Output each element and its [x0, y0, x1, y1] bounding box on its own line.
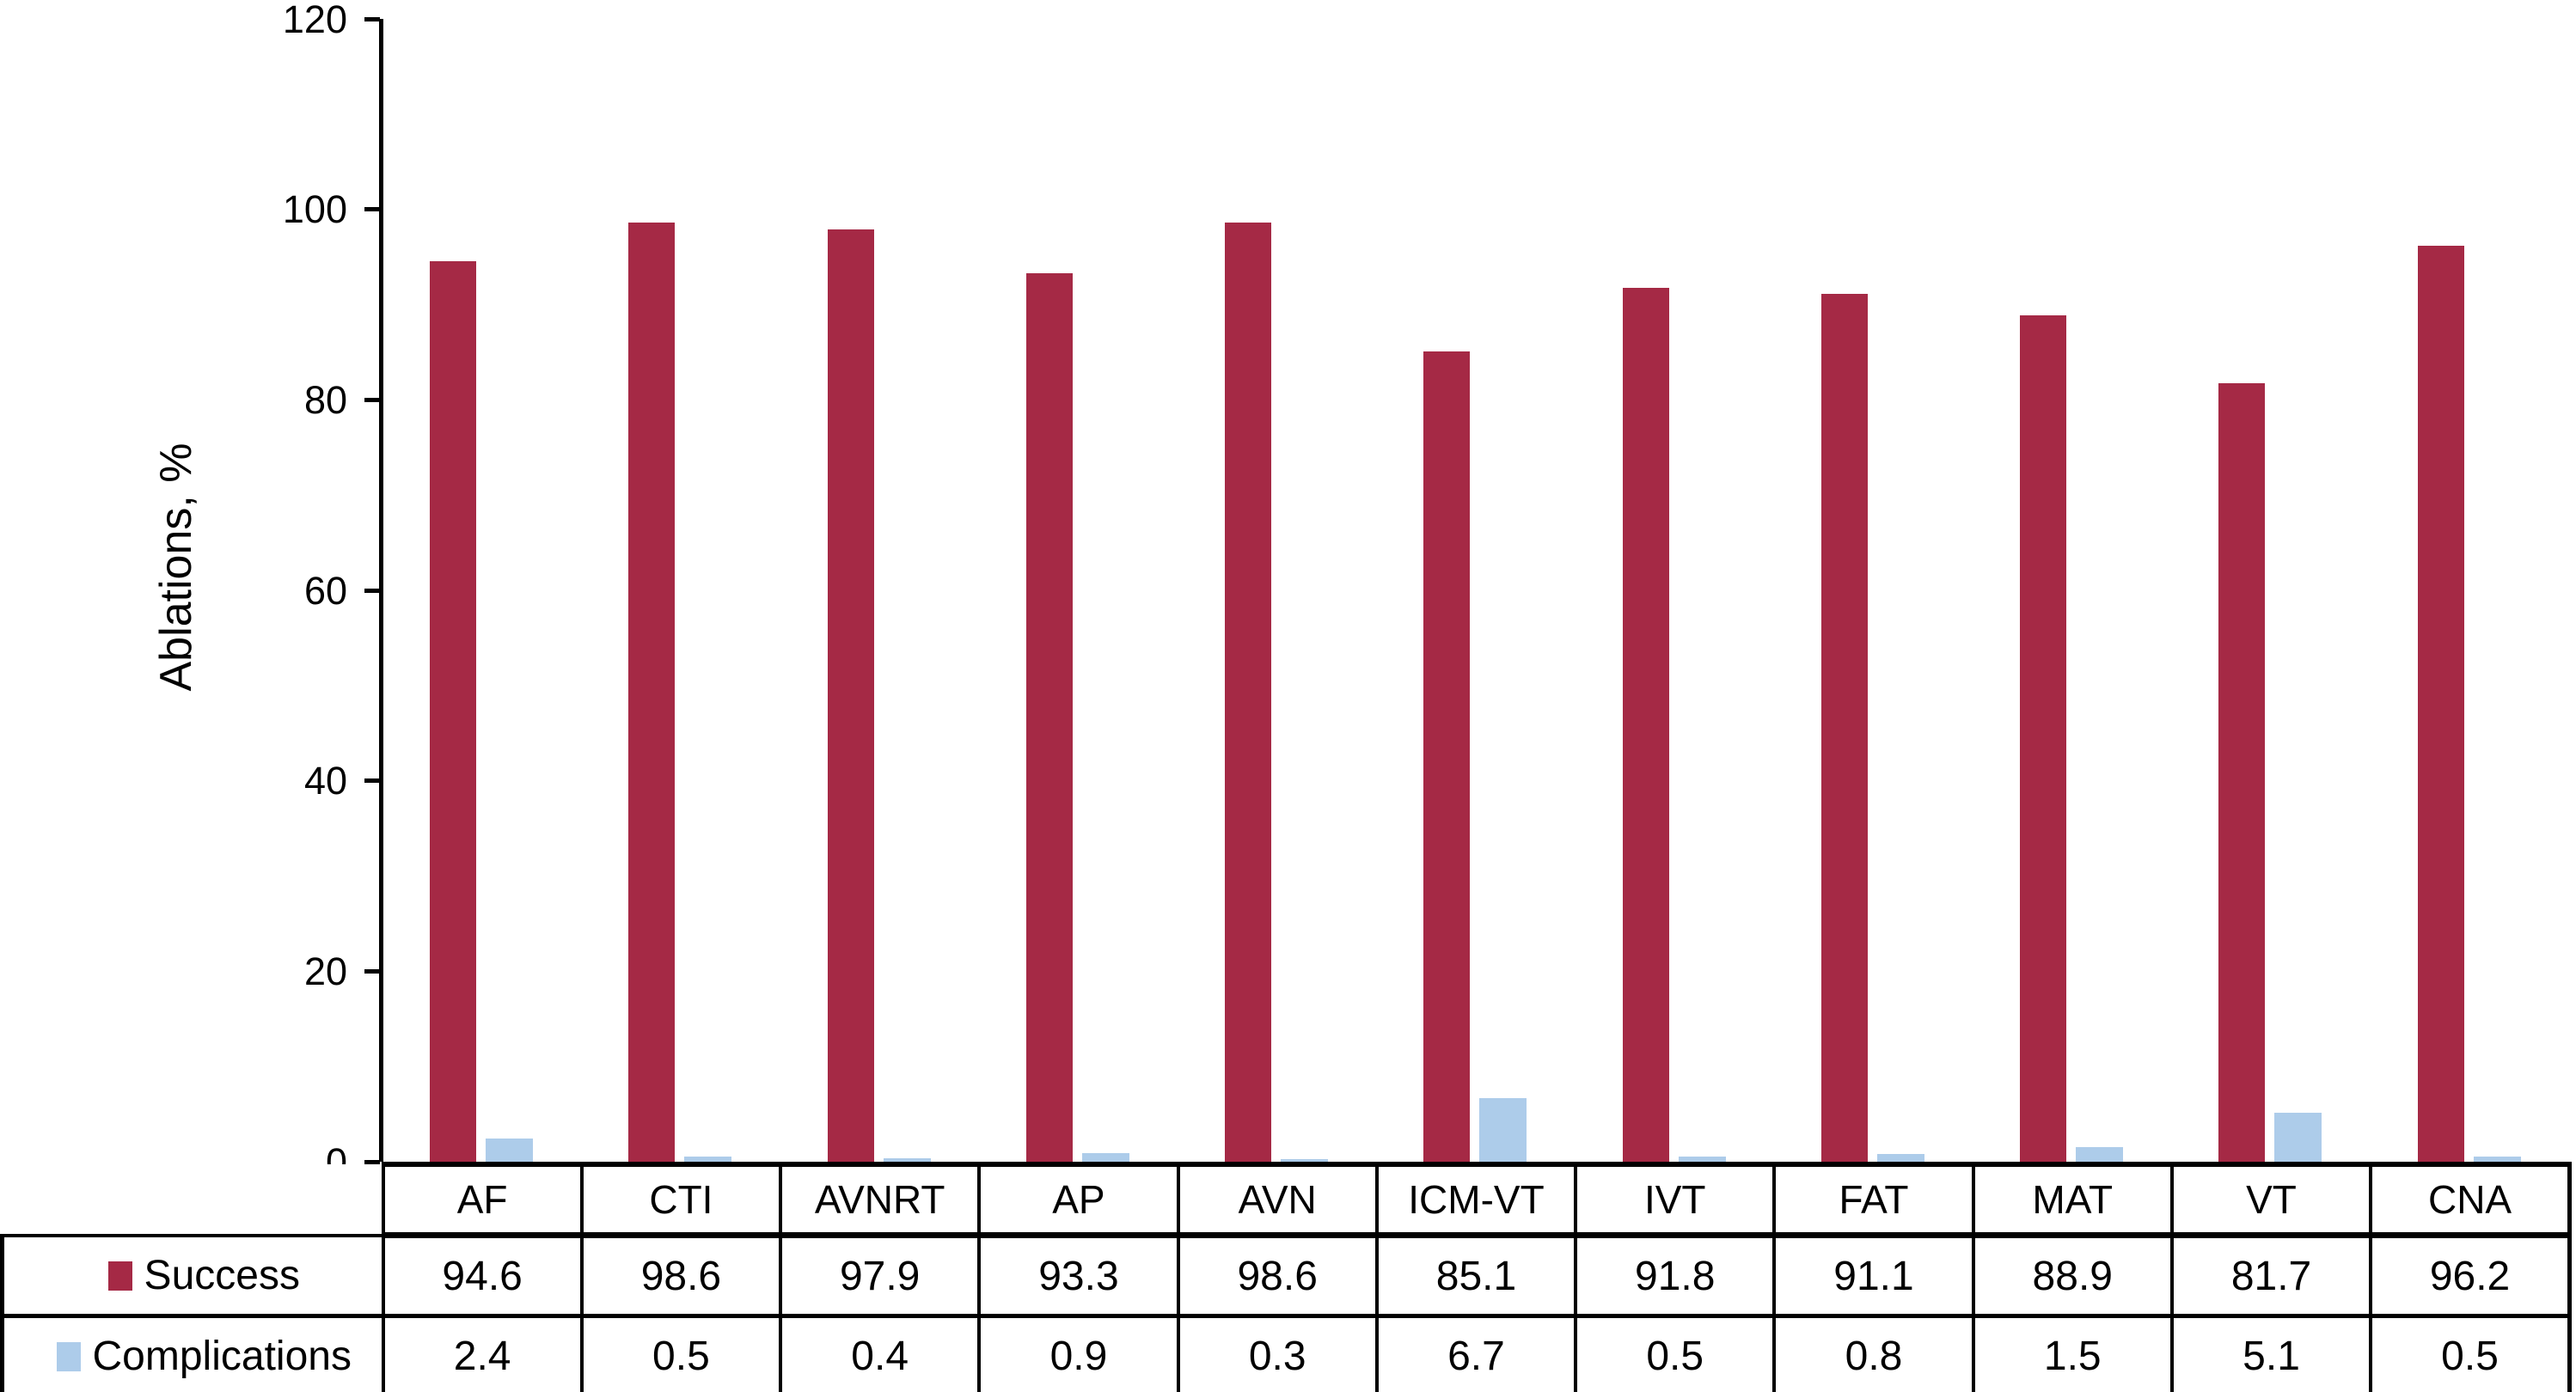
- bar-complications-cna: [2473, 1157, 2521, 1162]
- bar-success-ap: [1025, 273, 1073, 1162]
- table-value-success-avnrt: 97.9: [779, 1233, 982, 1318]
- bar-success-cna: [2417, 246, 2464, 1162]
- y-tick-label: 60: [303, 568, 347, 613]
- y-tick-label: 100: [282, 187, 347, 232]
- bar-success-ivt: [1622, 288, 1669, 1162]
- bar-complications-fat: [1876, 1154, 1924, 1162]
- bar-success-avnrt: [827, 229, 874, 1162]
- bar-complications-af: [486, 1139, 533, 1162]
- bar-complications-icm-vt: [1479, 1098, 1527, 1162]
- category-header-avnrt: AVNRT: [779, 1162, 982, 1238]
- bar-success-fat: [1820, 294, 1868, 1162]
- table-value-success-ivt: 91.8: [1574, 1233, 1777, 1318]
- table-value-complications-mat: 1.5: [1971, 1314, 2174, 1392]
- series-name: Complications: [92, 1333, 352, 1379]
- table-value-success-vt: 81.7: [2169, 1233, 2373, 1318]
- table-value-success-avn: 98.6: [1176, 1233, 1379, 1318]
- bar-success-vt: [2218, 383, 2266, 1162]
- category-header-icm-vt: ICM-VT: [1374, 1162, 1578, 1238]
- y-tick-label: 120: [282, 0, 347, 41]
- data-table: AF CTI AVNRT AP AVN ICM-VT IVT FAT MAT VT CNA Succe…: [0, 1162, 2572, 1392]
- table-row-success: Success 94.6 98.6 97.9 93.3 98.6 85.1 91.8 91.1 8…: [0, 1233, 2572, 1318]
- y-tick-label: 80: [303, 377, 347, 422]
- bar-complications-ivt: [1678, 1157, 1726, 1162]
- table-corner-cell: [2, 1164, 383, 1236]
- y-tick-mark: [364, 16, 380, 21]
- table-value-complications-af: 2.4: [381, 1314, 584, 1392]
- table-value-complications-ivt: 0.5: [1574, 1314, 1777, 1392]
- table-value-complications-cna: 0.5: [2369, 1314, 2572, 1392]
- table-value-complications-icm-vt: 6.7: [1374, 1314, 1578, 1392]
- table-value-complications-ap: 0.9: [977, 1314, 1180, 1392]
- y-tick-mark: [364, 1159, 380, 1164]
- y-tick-mark: [364, 778, 380, 784]
- table-value-success-icm-vt: 85.1: [1374, 1233, 1578, 1318]
- bar-success-af: [430, 261, 476, 1162]
- table-value-success-mat: 88.9: [1971, 1233, 2174, 1318]
- table-value-complications-avn: 0.3: [1176, 1314, 1379, 1392]
- bar-complications-mat: [2076, 1147, 2124, 1162]
- bar-success-icm-vt: [1423, 351, 1471, 1162]
- table-value-success-fat: 91.1: [1772, 1233, 1975, 1318]
- series-name: Success: [144, 1252, 300, 1298]
- table-value-success-cti: 98.6: [579, 1233, 783, 1318]
- bar-complications-avn: [1281, 1159, 1329, 1162]
- bar-success-avn: [1225, 223, 1272, 1162]
- category-header-ivt: IVT: [1574, 1162, 1777, 1238]
- category-header-vt: VT: [2169, 1162, 2373, 1238]
- table-value-success-ap: 93.3: [977, 1233, 1180, 1318]
- plot-area: [381, 19, 2567, 1162]
- category-header-fat: FAT: [1772, 1162, 1975, 1238]
- legend-swatch-success: [107, 1261, 132, 1291]
- category-header-row: AF CTI AVNRT AP AVN ICM-VT IVT FAT MAT VT CNA: [2, 1162, 2572, 1238]
- y-tick-mark: [364, 588, 380, 593]
- bar-success-cti: [628, 223, 676, 1162]
- category-header-mat: MAT: [1971, 1162, 2174, 1238]
- table-value-complications-vt: 5.1: [2169, 1314, 2373, 1392]
- y-tick-label: 40: [303, 759, 347, 803]
- bar-complications-vt: [2274, 1113, 2322, 1162]
- legend-swatch-complications: [56, 1341, 81, 1371]
- bar-complications-avnrt: [883, 1158, 931, 1162]
- series-label-cell-success: Success: [0, 1233, 385, 1318]
- bar-success-mat: [2020, 315, 2067, 1162]
- table-value-complications-fat: 0.8: [1772, 1314, 1975, 1392]
- y-tick-mark: [364, 207, 380, 212]
- bar-complications-ap: [1081, 1153, 1129, 1162]
- category-header-cna: CNA: [2369, 1162, 2572, 1238]
- category-header-avn: AVN: [1176, 1162, 1379, 1238]
- y-tick-mark: [364, 397, 380, 402]
- table-value-complications-cti: 0.5: [579, 1314, 783, 1392]
- series-label-cell-complications: Complications: [0, 1314, 385, 1392]
- y-tick-label: 20: [303, 949, 347, 993]
- table-value-complications-avnrt: 0.4: [779, 1314, 982, 1392]
- y-tick-mark: [364, 968, 380, 974]
- table-value-success-af: 94.6: [381, 1233, 584, 1318]
- table-row-complications: Complications 2.4 0.5 0.4 0.9 0.3 6.7 0.5 0.8 1.5…: [0, 1314, 2572, 1392]
- category-header-ap: AP: [977, 1162, 1180, 1238]
- category-header-cti: CTI: [579, 1162, 783, 1238]
- table-value-success-cna: 96.2: [2369, 1233, 2572, 1318]
- bar-complications-cti: [684, 1157, 732, 1162]
- category-header-af: AF: [381, 1162, 584, 1238]
- y-axis-title: Ablations, %: [151, 443, 201, 692]
- y-axis-line: [379, 19, 383, 1162]
